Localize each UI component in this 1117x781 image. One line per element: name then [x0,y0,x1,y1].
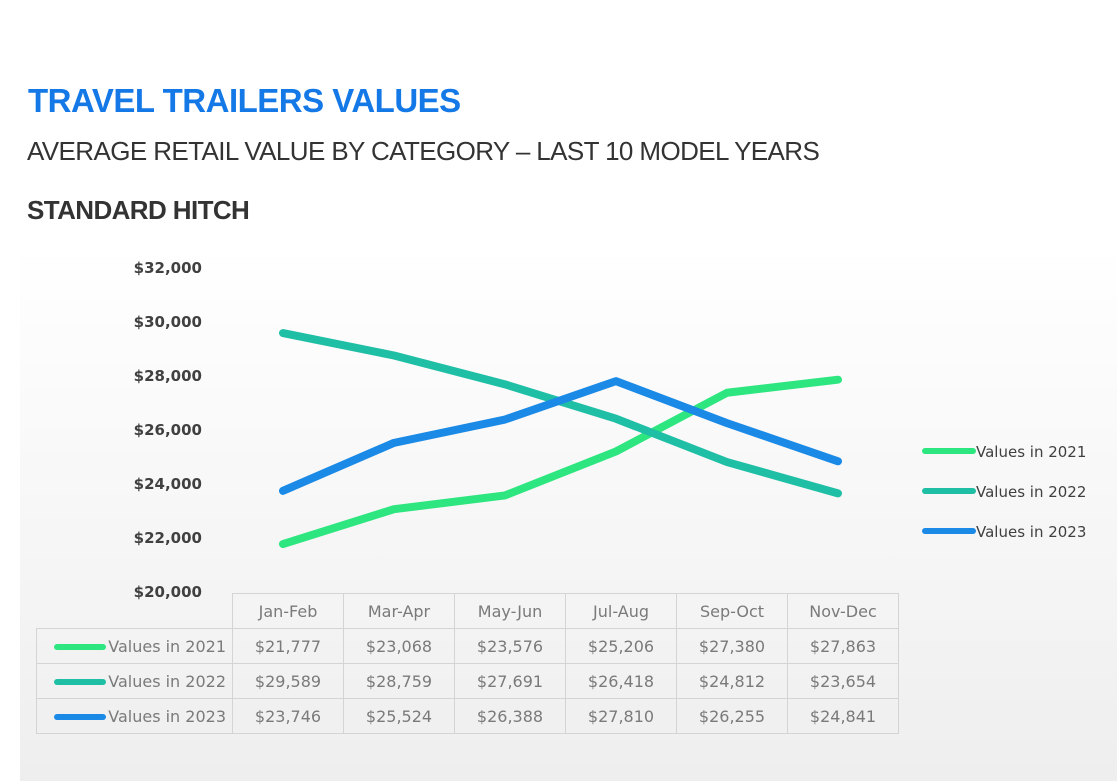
series-name: Values in 2023 [108,706,226,726]
legend-key [54,644,107,650]
data-point [615,380,617,382]
y-tick-label: $28,000 [134,367,202,385]
section-title: STANDARD HITCH [27,195,250,225]
y-tick-label: $30,000 [134,313,202,331]
data-value-cell: $26,388 [454,698,566,734]
data-table-row: Values in 2021 $21,777 $23,068 $23,576 $25,2… [36,628,899,664]
y-tick-label: $26,000 [134,421,202,439]
data-point [504,494,506,496]
data-point [837,379,839,381]
data-point [726,392,728,394]
data-point [726,461,728,463]
data-point [615,450,617,452]
data-point [393,442,395,444]
data-point [282,332,284,334]
category-header: Mar-Apr [343,593,455,629]
legend-item: Values in 2022 [922,483,1086,501]
y-tick-label: $22,000 [134,529,202,547]
data-table-series-cell: Values in 2023 [36,698,233,734]
data-value-cell: $24,812 [676,663,788,699]
series-name: Values in 2022 [108,671,226,691]
legend-key [54,714,107,720]
legend-label: Values in 2022 [976,483,1086,501]
data-value-cell: $23,746 [232,698,344,734]
category-header: Jan-Feb [232,593,344,629]
data-value-cell: $29,589 [232,663,344,699]
series-line-values-in-2021 [279,375,842,549]
legend-key [54,679,107,685]
data-point [837,460,839,462]
data-table: Jan-Feb Mar-Apr May-Jun Jul-Aug Sep-Oct … [36,593,899,734]
data-table-series-cell: Values in 2022 [36,663,233,699]
data-value-cell: $27,810 [565,698,677,734]
legend-item: Values in 2023 [922,523,1086,541]
data-value-cell: $23,068 [343,628,455,664]
data-point [504,419,506,421]
data-value-cell: $26,418 [565,663,677,699]
data-value-cell: $23,654 [787,663,899,699]
data-value-cell: $25,524 [343,698,455,734]
category-header: May-Jun [454,593,566,629]
data-value-cell: $28,759 [343,663,455,699]
data-point [615,418,617,420]
data-point [393,355,395,357]
data-value-cell: $23,576 [454,628,566,664]
data-value-cell: $25,206 [565,628,677,664]
data-point [393,508,395,510]
data-point [282,490,284,492]
legend-item: Values in 2021 [922,443,1086,461]
y-tick-label: $24,000 [134,475,202,493]
category-header: Nov-Dec [787,593,899,629]
legend-label: Values in 2023 [976,523,1086,541]
data-point [504,383,506,385]
data-table-row: Values in 2022 $29,589 $28,759 $27,691 $26,4… [36,663,899,699]
data-value-cell: $24,841 [787,698,899,734]
data-value-cell: $27,380 [676,628,788,664]
data-table-row: Values in 2023 $23,746 $25,524 $26,388 $27,8… [36,698,899,734]
category-header: Sep-Oct [676,593,788,629]
data-table-header-row: Jan-Feb Mar-Apr May-Jun Jul-Aug Sep-Oct … [36,593,899,629]
legend-label: Values in 2021 [976,443,1086,461]
data-value-cell: $27,691 [454,663,566,699]
data-point [282,543,284,545]
series-name: Values in 2021 [108,636,226,656]
data-value-cell: $21,777 [232,628,344,664]
category-header: Jul-Aug [565,593,677,629]
page-subtitle: AVERAGE RETAIL VALUE BY CATEGORY – LAST … [27,136,820,166]
series-line-values-in-2023 [279,377,842,495]
data-value-cell: $27,863 [787,628,899,664]
data-point [726,422,728,424]
data-point [837,492,839,494]
y-tick-label: $32,000 [134,259,202,277]
data-table-corner [36,593,233,629]
data-table-series-cell: Values in 2021 [36,628,233,664]
page-title: TRAVEL TRAILERS VALUES [28,82,461,119]
data-value-cell: $26,255 [676,698,788,734]
